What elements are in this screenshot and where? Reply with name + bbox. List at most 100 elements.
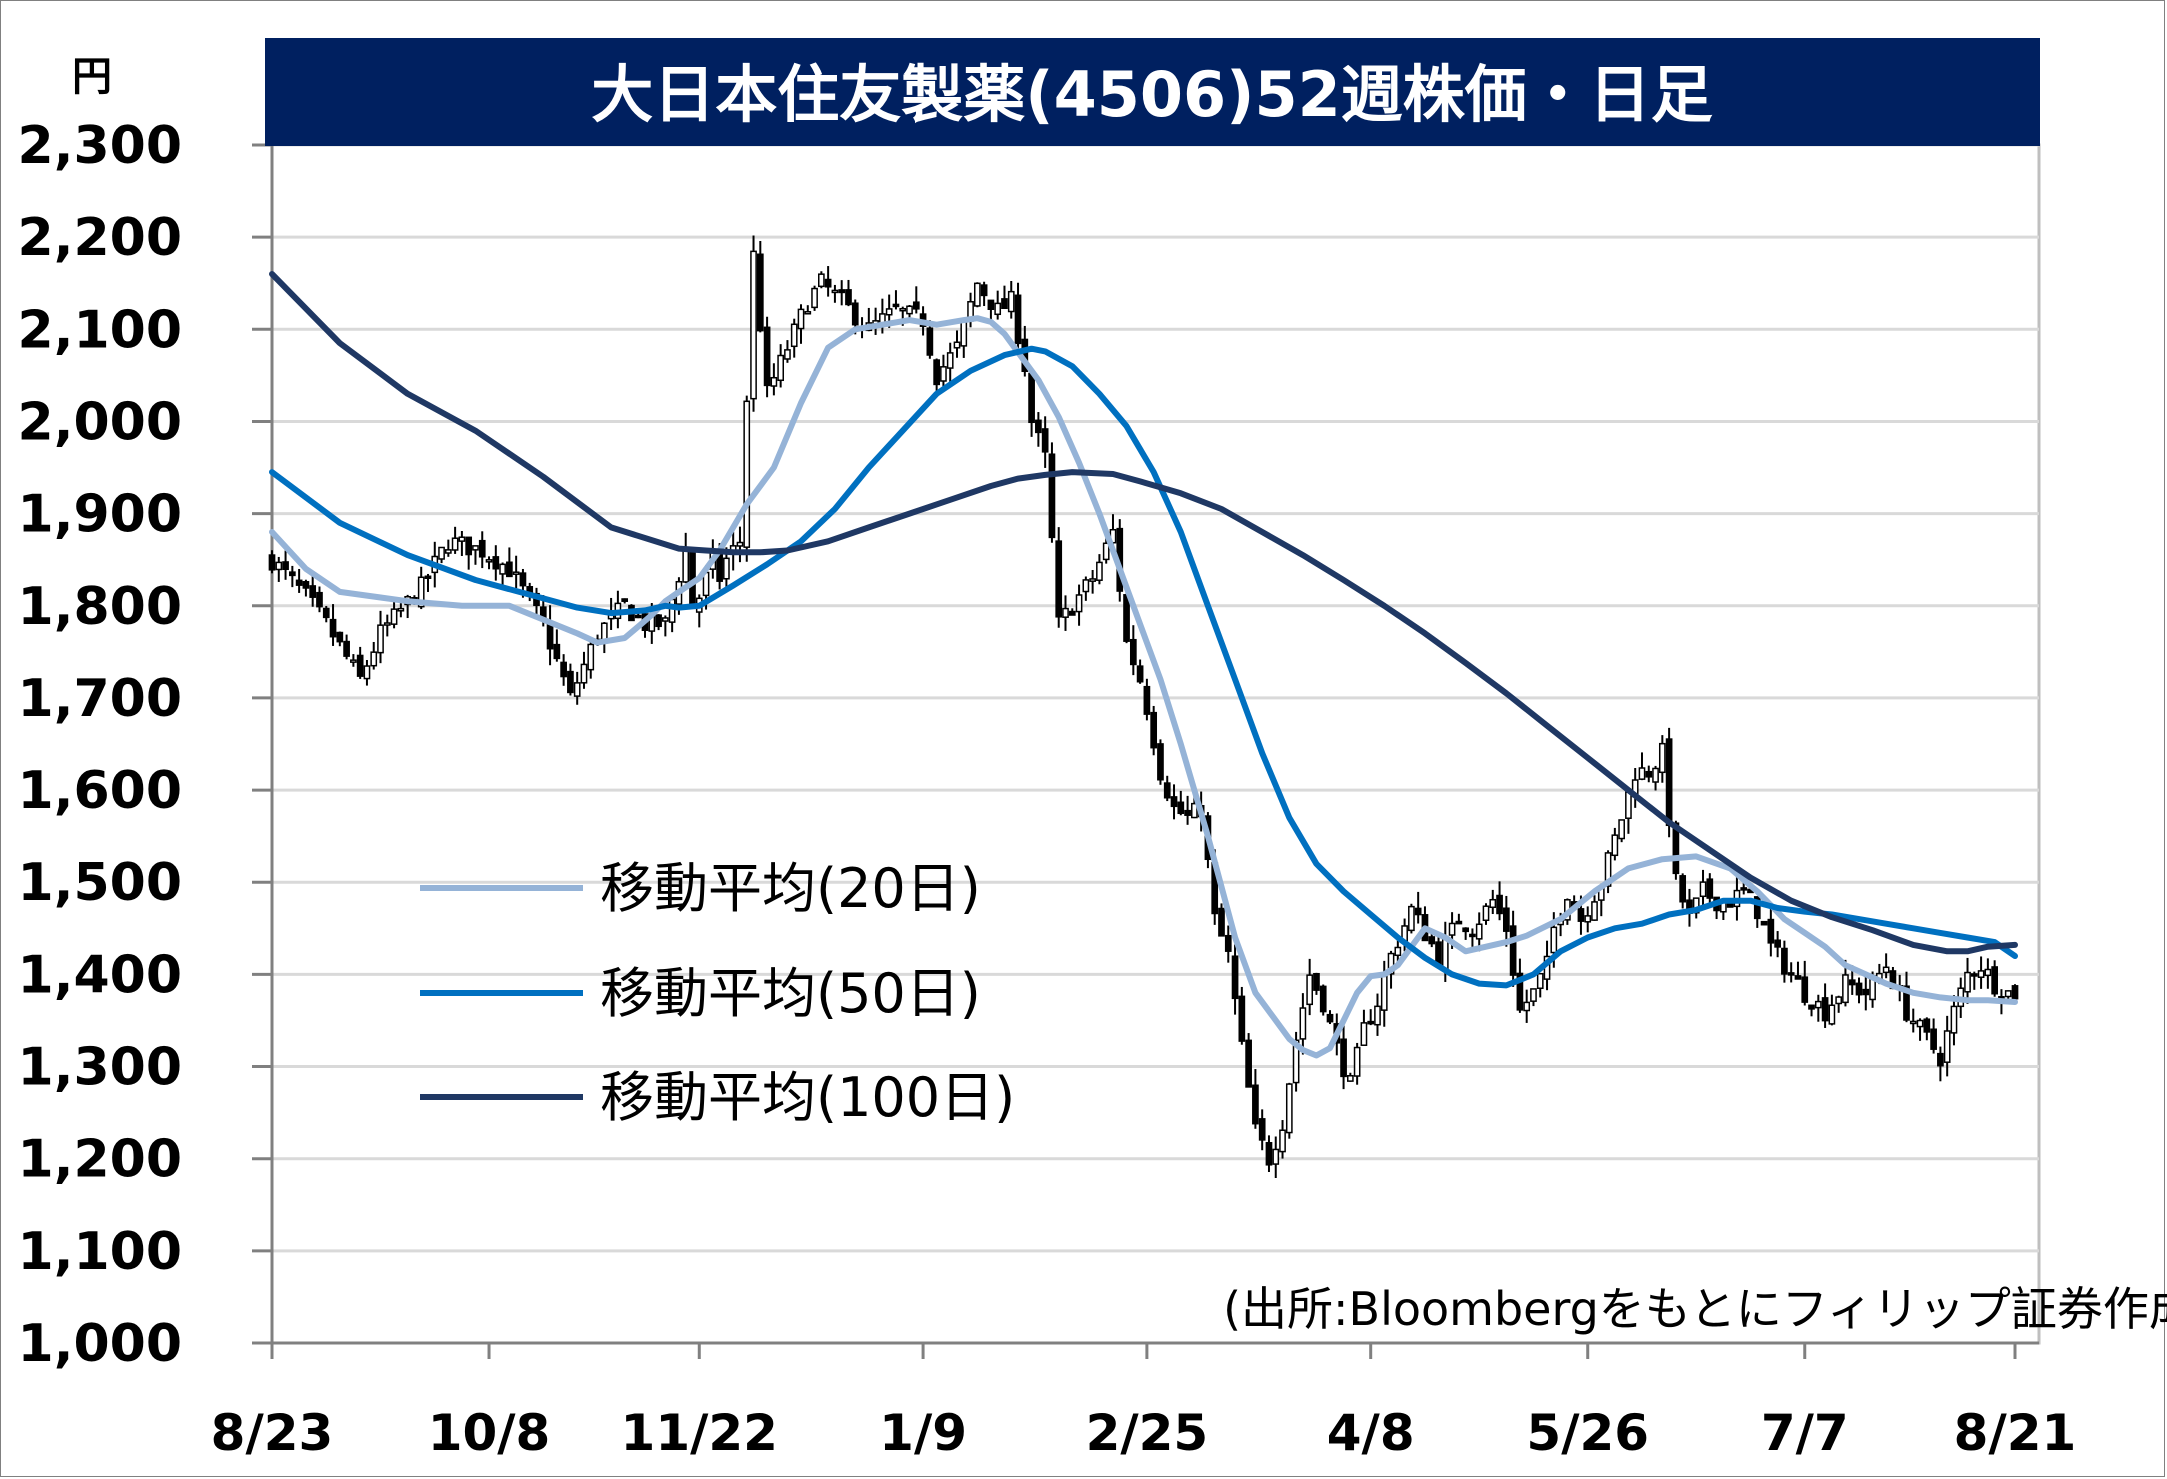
x-tick-label: 8/23	[211, 1404, 334, 1462]
candle-body	[1184, 809, 1191, 816]
candle-body	[1258, 1118, 1266, 1141]
candle-body	[1191, 802, 1198, 819]
y-tick-label: 1,900	[18, 485, 182, 545]
candle-body	[1584, 915, 1592, 923]
candle-body	[899, 307, 907, 312]
candle-body	[1055, 540, 1063, 618]
candle-body	[1814, 1000, 1822, 1009]
candle-body	[1502, 907, 1510, 932]
candle-body	[1096, 561, 1103, 581]
candle-body	[424, 575, 432, 580]
candle-body	[1916, 1019, 1924, 1028]
legend-label: 移動平均(100日)	[600, 1066, 1015, 1129]
y-tick-label: 1,600	[18, 761, 182, 821]
candle-body	[1489, 898, 1497, 909]
candle-body	[1414, 907, 1422, 916]
candle-body	[553, 643, 561, 660]
candle-body	[295, 579, 303, 586]
candle-body	[1007, 290, 1015, 313]
candle-body	[621, 598, 629, 602]
candle-body	[1706, 878, 1714, 899]
y-tick-label: 2,300	[18, 116, 182, 176]
candle-body	[567, 670, 574, 694]
x-tick-label: 11/22	[621, 1404, 778, 1462]
candle-body	[499, 563, 506, 575]
candle-body	[316, 591, 323, 608]
candle-body	[1387, 952, 1395, 975]
candle-body	[1340, 1038, 1347, 1078]
candle-body	[1245, 1039, 1252, 1088]
y-tick-label: 1,200	[18, 1130, 182, 1190]
candle-body	[668, 598, 676, 623]
candle-body	[1218, 907, 1225, 937]
candle-body	[1991, 966, 1999, 995]
title-banner	[265, 38, 2040, 146]
candle-body	[1082, 579, 1090, 593]
candle-body	[797, 308, 805, 330]
candle-body	[343, 640, 350, 657]
ma-line-3	[269, 271, 2018, 955]
candle-body	[417, 576, 425, 608]
candle-body	[1326, 1013, 1334, 1023]
y-axis-unit-label: 円	[72, 54, 112, 100]
candle-body	[1699, 881, 1707, 898]
candle-body	[1611, 834, 1619, 857]
x-tick-label: 2/25	[1086, 1404, 1209, 1462]
candle-body	[1658, 742, 1666, 774]
candle-body	[1306, 974, 1314, 1006]
candle-body	[1523, 1001, 1531, 1012]
candle-body	[906, 305, 913, 315]
candle-body	[363, 665, 371, 680]
candle-body	[750, 250, 757, 400]
candle-body	[1469, 933, 1476, 938]
candle-body	[302, 581, 310, 589]
candle-body	[1808, 1004, 1815, 1010]
candle-body	[1272, 1148, 1280, 1165]
y-tick-label: 2,100	[18, 300, 182, 360]
candle-body	[1374, 1005, 1381, 1026]
candle-body	[1760, 920, 1768, 926]
candle-body	[1299, 1007, 1307, 1040]
candle-body	[336, 631, 344, 643]
candle-body	[1862, 988, 1870, 996]
candle-body	[478, 539, 486, 558]
candle-body	[1475, 923, 1483, 940]
candle-body	[1984, 968, 1992, 977]
candle-body	[756, 253, 764, 332]
ma-line-1	[269, 315, 2018, 1059]
candle-body	[770, 376, 778, 387]
candle-body	[933, 359, 940, 386]
candle-body	[1577, 908, 1585, 922]
candle-body	[1075, 594, 1083, 613]
candle-body	[1014, 294, 1022, 345]
candle-body	[519, 572, 527, 587]
candle-body	[1224, 934, 1232, 952]
candle-body	[512, 571, 520, 575]
candle-body	[973, 282, 981, 307]
candle-body	[1835, 996, 1843, 1005]
candle-body	[1129, 638, 1137, 666]
candle-body	[1977, 970, 1985, 978]
candle-body	[1530, 988, 1537, 1002]
candle-body	[1774, 939, 1781, 948]
candle-body	[851, 302, 859, 326]
chart-title: 大日本住友製薬(4506)52週株価・日足	[591, 58, 1713, 131]
candle-body	[485, 559, 493, 563]
candle-body	[322, 607, 330, 619]
candle-body	[912, 301, 920, 310]
candle-body	[1909, 1020, 1917, 1025]
candle-body	[1665, 738, 1673, 827]
legend-label: 移動平均(20日)	[600, 857, 981, 920]
candle-body	[1170, 796, 1178, 808]
candle-body	[1923, 1018, 1931, 1033]
candle-body	[2004, 990, 2012, 998]
candle-body	[1068, 610, 1076, 616]
candle-body	[1787, 972, 1795, 976]
candle-body	[1903, 985, 1910, 1021]
candle-body	[370, 651, 378, 667]
candle-body	[736, 541, 744, 547]
candle-body	[309, 585, 317, 598]
candle-body	[682, 548, 690, 583]
candle-body	[1462, 927, 1469, 933]
candle-body	[1536, 972, 1544, 990]
